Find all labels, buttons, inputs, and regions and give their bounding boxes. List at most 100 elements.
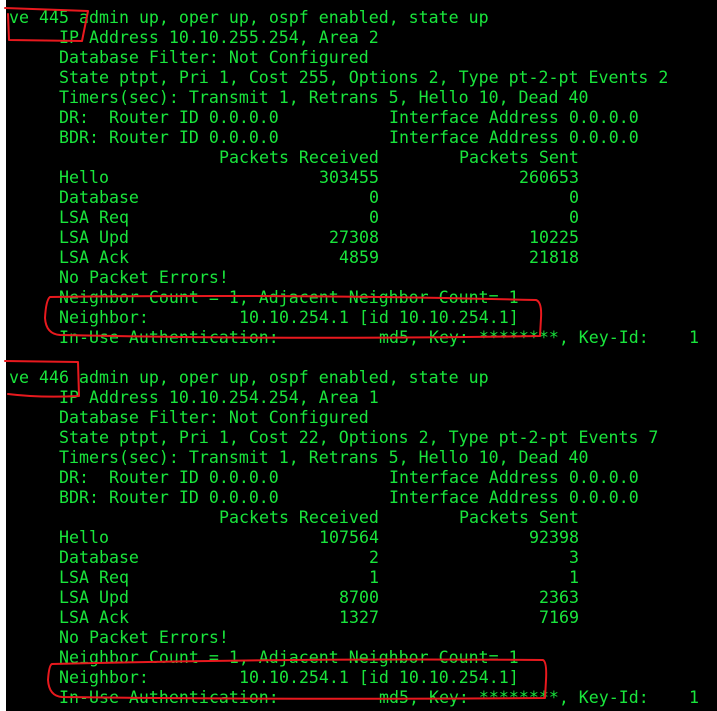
interface-header-line: ve 445 admin up, oper up, ospf enabled, … [6, 8, 717, 28]
timers-line: Timers(sec): Transmit 1, Retrans 5, Hell… [6, 448, 717, 468]
packets-header-line: Packets Received Packets Sent [6, 148, 717, 168]
packets-sent-value: 1 [569, 568, 579, 587]
packets-received-value: 0 [369, 188, 379, 207]
packets-received-value: 1327 [339, 608, 379, 627]
packets-sent-value: 0 [569, 208, 579, 227]
packets-sent-value: 21818 [529, 248, 579, 267]
packets-sent-value: 7169 [539, 608, 579, 627]
packet-row: LSA Upd 27308 10225 [6, 228, 717, 248]
ip-address-text: IP Address 10.10.255.254, Area 2 [59, 28, 379, 47]
dr-router-id: DR: Router ID 0.0.0.0 [59, 108, 279, 127]
packets-received-value: 107564 [319, 528, 379, 547]
bdr-line: BDR: Router ID 0.0.0.0 Interface Address… [6, 128, 717, 148]
authentication-key-id: 1 [689, 328, 699, 347]
packet-type: LSA Ack [59, 248, 129, 267]
database-filter-text: Database Filter: Not Configured [59, 408, 369, 427]
packets-received-value: 1 [369, 568, 379, 587]
neighbor-count-text: Neighbor Count = 1, Adjacent Neighbor Co… [59, 648, 519, 667]
packet-type: LSA Req [59, 208, 129, 227]
packet-row: Hello 107564 92398 [6, 528, 717, 548]
packets-received-value: 4859 [339, 248, 379, 267]
dr-line: DR: Router ID 0.0.0.0 Interface Address … [6, 468, 717, 488]
packet-row: Database 2 3 [6, 548, 717, 568]
ip-address-line: IP Address 10.10.254.254, Area 1 [6, 388, 717, 408]
interface-header-line: ve 446 admin up, oper up, ospf enabled, … [6, 368, 717, 388]
neighbor-count-line: Neighbor Count = 1, Adjacent Neighbor Co… [6, 288, 717, 308]
packets-received-value: 2 [369, 548, 379, 567]
authentication-label: In-Use Authentication: [59, 688, 279, 707]
bdr-interface-address: Interface Address 0.0.0.0 [389, 488, 639, 507]
database-filter-text: Database Filter: Not Configured [59, 48, 369, 67]
ip-address-line: IP Address 10.10.255.254, Area 2 [6, 28, 717, 48]
terminal-window: ve 445 admin up, oper up, ospf enabled, … [6, 0, 717, 711]
neighbor-label: Neighbor: [59, 308, 149, 327]
bdr-line: BDR: Router ID 0.0.0.0 Interface Address… [6, 488, 717, 508]
database-filter-line: Database Filter: Not Configured [6, 48, 717, 68]
packet-type: LSA Req [59, 568, 129, 587]
bdr-router-id: BDR: Router ID 0.0.0.0 [59, 488, 279, 507]
timers-text: Timers(sec): Transmit 1, Retrans 5, Hell… [59, 448, 589, 467]
packet-type: Database [59, 188, 139, 207]
neighbor-value: 10.10.254.1 [id 10.10.254.1] [239, 668, 519, 687]
dr-interface-address: Interface Address 0.0.0.0 [389, 468, 639, 487]
authentication-line: In-Use Authentication: md5, Key: *******… [6, 688, 717, 708]
bdr-interface-address: Interface Address 0.0.0.0 [389, 128, 639, 147]
packets-sent-value: 0 [569, 188, 579, 207]
authentication-value: md5, Key: ********, Key-Id: [379, 688, 649, 707]
packets-sent-value: 3 [569, 548, 579, 567]
authentication-value: md5, Key: ********, Key-Id: [379, 328, 649, 347]
packets-sent-header: Packets Sent [459, 148, 579, 167]
database-filter-line: Database Filter: Not Configured [6, 408, 717, 428]
timers-line: Timers(sec): Transmit 1, Retrans 5, Hell… [6, 88, 717, 108]
neighbor-count-text: Neighbor Count = 1, Adjacent Neighbor Co… [59, 288, 519, 307]
authentication-line: In-Use Authentication: md5, Key: *******… [6, 328, 717, 348]
packet-type: LSA Ack [59, 608, 129, 627]
authentication-label: In-Use Authentication: [59, 328, 279, 347]
packets-sent-value: 260653 [519, 168, 579, 187]
packet-type: Database [59, 548, 139, 567]
neighbor-count-line: Neighbor Count = 1, Adjacent Neighbor Co… [6, 648, 717, 668]
packet-row: LSA Req 0 0 [6, 208, 717, 228]
packets-received-value: 303455 [319, 168, 379, 187]
neighbor-line: Neighbor: 10.10.254.1 [id 10.10.254.1] [6, 668, 717, 688]
packet-row: LSA Ack 4859 21818 [6, 248, 717, 268]
packet-row: LSA Upd 8700 2363 [6, 588, 717, 608]
packet-type: Hello [59, 168, 109, 187]
dr-router-id: DR: Router ID 0.0.0.0 [59, 468, 279, 487]
packet-errors-text: No Packet Errors! [59, 268, 229, 287]
bdr-router-id: BDR: Router ID 0.0.0.0 [59, 128, 279, 147]
packet-errors-line: No Packet Errors! [6, 628, 717, 648]
dr-interface-address: Interface Address 0.0.0.0 [389, 108, 639, 127]
packets-received-header: Packets Received [219, 508, 379, 527]
neighbor-value: 10.10.254.1 [id 10.10.254.1] [239, 308, 519, 327]
packets-sent-value: 10225 [529, 228, 579, 247]
dr-line: DR: Router ID 0.0.0.0 Interface Address … [6, 108, 717, 128]
interface-status: admin up, oper up, ospf enabled, state u… [79, 368, 489, 387]
interface-name: ve 445 [9, 8, 69, 27]
packets-received-value: 27308 [329, 228, 379, 247]
packets-received-value: 0 [369, 208, 379, 227]
packets-received-value: 8700 [339, 588, 379, 607]
packet-row: LSA Ack 1327 7169 [6, 608, 717, 628]
ip-address-text: IP Address 10.10.254.254, Area 1 [59, 388, 379, 407]
packet-errors-line: No Packet Errors! [6, 268, 717, 288]
neighbor-label: Neighbor: [59, 668, 149, 687]
state-line: State ptpt, Pri 1, Cost 22, Options 2, T… [6, 428, 717, 448]
state-text: State ptpt, Pri 1, Cost 22, Options 2, T… [59, 428, 659, 447]
packets-sent-header: Packets Sent [459, 508, 579, 527]
packets-sent-value: 2363 [539, 588, 579, 607]
authentication-key-id: 1 [689, 688, 699, 707]
packet-row: LSA Req 1 1 [6, 568, 717, 588]
packet-type: LSA Upd [59, 228, 129, 247]
timers-text: Timers(sec): Transmit 1, Retrans 5, Hell… [59, 88, 589, 107]
packet-row: Database 0 0 [6, 188, 717, 208]
interface-status: admin up, oper up, ospf enabled, state u… [79, 8, 489, 27]
packet-errors-text: No Packet Errors! [59, 628, 229, 647]
state-text: State ptpt, Pri 1, Cost 255, Options 2, … [59, 68, 669, 87]
state-line: State ptpt, Pri 1, Cost 255, Options 2, … [6, 68, 717, 88]
packets-received-header: Packets Received [219, 148, 379, 167]
packet-type: LSA Upd [59, 588, 129, 607]
packet-row: Hello 303455 260653 [6, 168, 717, 188]
interface-name: ve 446 [9, 368, 69, 387]
packet-type: Hello [59, 528, 109, 547]
